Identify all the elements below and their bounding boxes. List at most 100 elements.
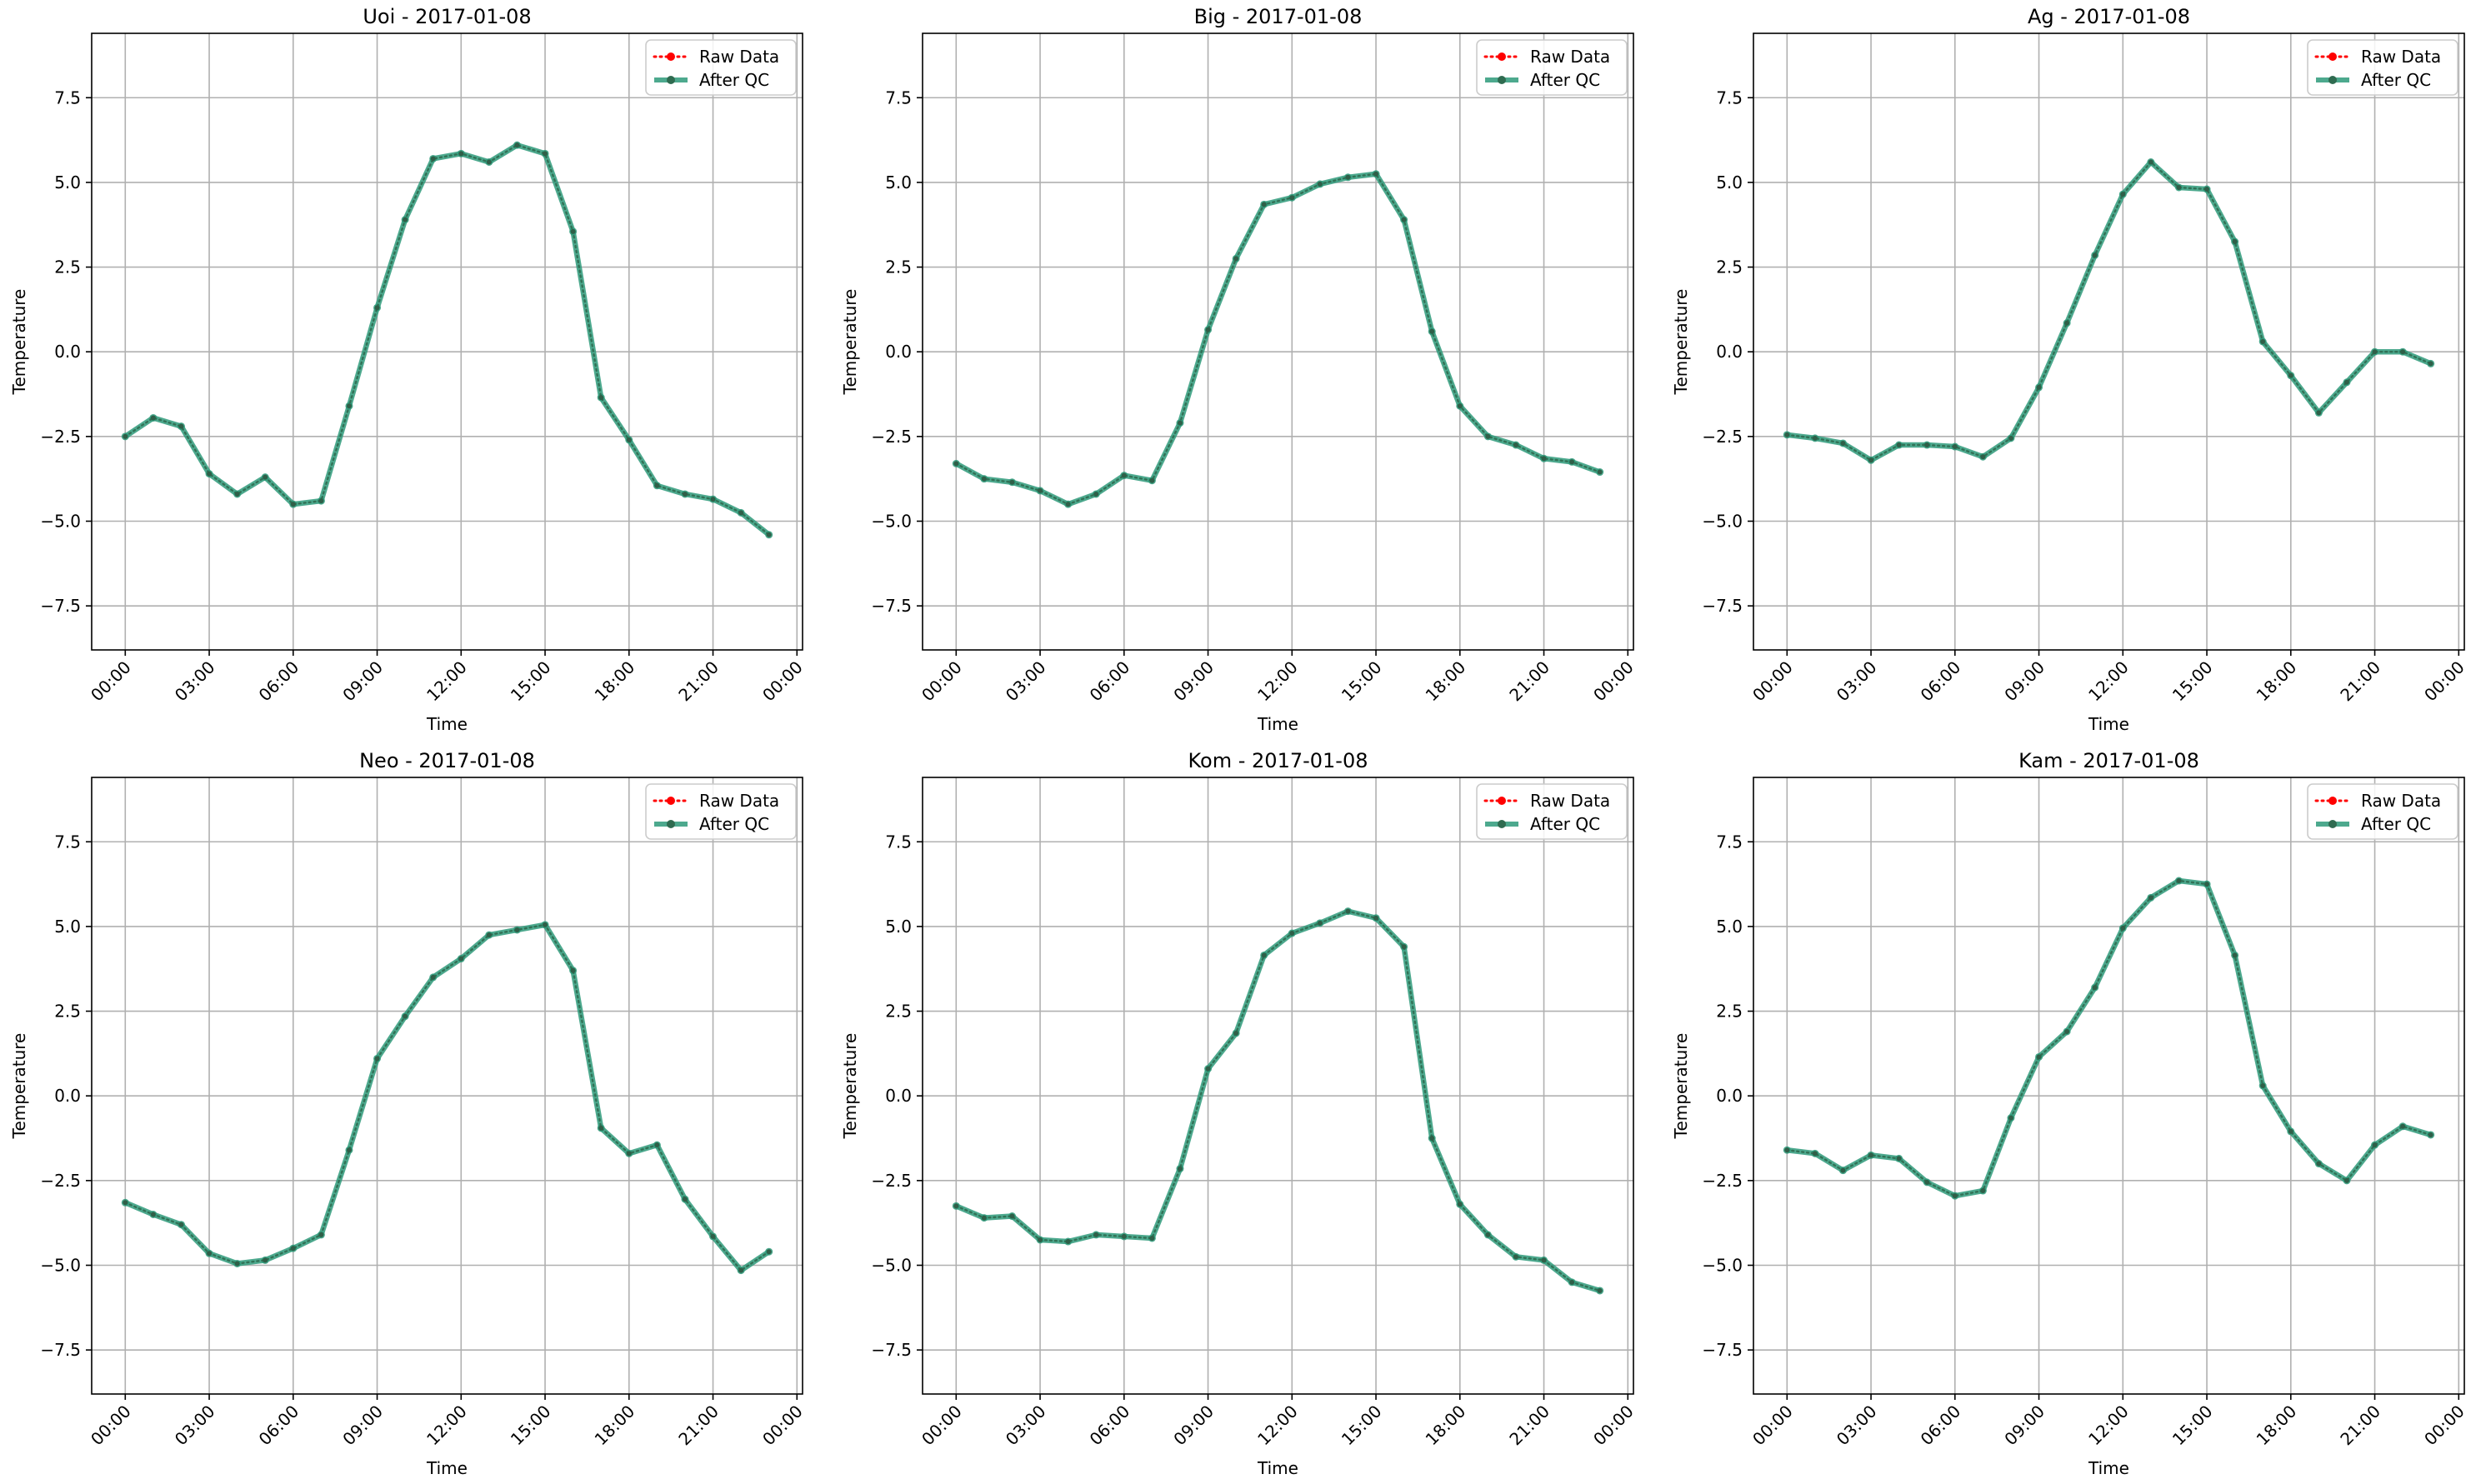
data-point-raw-data bbox=[1569, 459, 1575, 465]
data-point-raw-data bbox=[346, 1147, 352, 1153]
legend-label-raw-data: Raw Data bbox=[2361, 791, 2441, 811]
x-tick-label: 21:00 bbox=[674, 1402, 723, 1450]
series-line-after-qc bbox=[1786, 159, 2432, 463]
data-point-raw-data bbox=[403, 1013, 408, 1019]
data-point-raw-data bbox=[1569, 1279, 1575, 1285]
data-point-raw-data bbox=[1317, 920, 1323, 926]
data-point-raw-data bbox=[486, 932, 492, 938]
data-point-raw-data bbox=[1457, 403, 1463, 409]
data-point-raw-data bbox=[1812, 1151, 1818, 1157]
chart-title: Kom - 2017-01-08 bbox=[1188, 749, 1368, 772]
y-tick-label: −2.5 bbox=[40, 1171, 81, 1191]
data-point-raw-data bbox=[486, 159, 492, 165]
y-tick-label: −2.5 bbox=[40, 427, 81, 447]
data-point-raw-data bbox=[1513, 442, 1518, 448]
x-tick-label: 00:00 bbox=[1748, 657, 1797, 706]
data-point-raw-data bbox=[1597, 1287, 1603, 1293]
data-point-raw-data bbox=[1401, 944, 1407, 950]
data-point-raw-data bbox=[1373, 915, 1379, 921]
data-point-raw-data bbox=[2428, 361, 2433, 367]
x-axis-label: Time bbox=[2088, 714, 2129, 734]
data-point-raw-data bbox=[738, 1267, 744, 1273]
data-point-raw-data bbox=[1038, 1237, 1043, 1242]
legend-marker-after-qc bbox=[667, 820, 675, 828]
data-point-raw-data bbox=[543, 151, 548, 157]
series-line-raw-data bbox=[955, 172, 1601, 506]
y-axis-label: Temperature bbox=[840, 289, 860, 396]
x-tick-label: 18:00 bbox=[1422, 1402, 1470, 1450]
data-point-raw-data bbox=[1177, 1166, 1183, 1172]
x-tick-label: 15:00 bbox=[2168, 657, 2217, 706]
x-axis-label: Time bbox=[426, 714, 468, 734]
legend-marker-raw-data bbox=[1498, 797, 1506, 805]
y-tick-label: 7.5 bbox=[1716, 87, 1743, 107]
y-tick-label: 2.5 bbox=[1716, 1002, 1743, 1022]
legend-marker-after-qc bbox=[2328, 76, 2337, 84]
data-point-raw-data bbox=[1784, 1147, 1790, 1153]
data-point-raw-data bbox=[682, 1197, 688, 1202]
data-point-raw-data bbox=[1924, 1179, 1930, 1185]
y-tick-label: −5.0 bbox=[1702, 511, 1743, 531]
y-axis-label: Temperature bbox=[840, 1033, 860, 1140]
data-point-raw-data bbox=[1896, 1156, 1902, 1162]
data-point-raw-data bbox=[1784, 432, 1790, 437]
data-point-raw-data bbox=[710, 1233, 716, 1239]
y-tick-label: −7.5 bbox=[1702, 1340, 1743, 1360]
data-point-raw-data bbox=[1485, 433, 1491, 439]
axes-frame bbox=[91, 32, 803, 651]
data-point-raw-data bbox=[2316, 410, 2322, 416]
data-point-raw-data bbox=[1065, 502, 1071, 507]
y-axis-label: Temperature bbox=[1671, 289, 1691, 396]
legend-label-after-qc: After QC bbox=[699, 70, 769, 90]
data-point-raw-data bbox=[1065, 1239, 1071, 1245]
x-tick-label: 09:00 bbox=[338, 1402, 387, 1450]
y-tick-label: 0.0 bbox=[885, 1086, 912, 1106]
data-point-raw-data bbox=[1896, 442, 1902, 448]
x-tick-label: 00:00 bbox=[2420, 1402, 2468, 1450]
y-tick-label: −7.5 bbox=[871, 1340, 912, 1360]
data-point-raw-data bbox=[1840, 440, 1846, 446]
data-point-raw-data bbox=[2092, 252, 2098, 258]
x-tick-label: 18:00 bbox=[1422, 657, 1470, 706]
data-point-raw-data bbox=[1373, 171, 1379, 177]
data-point-raw-data bbox=[1345, 908, 1351, 914]
data-point-raw-data bbox=[981, 476, 987, 482]
data-point-raw-data bbox=[346, 403, 352, 409]
y-tick-label: 7.5 bbox=[885, 87, 912, 107]
data-point-raw-data bbox=[234, 1261, 240, 1267]
x-tick-label: 00:00 bbox=[87, 1402, 135, 1450]
x-tick-label: 09:00 bbox=[2000, 657, 2048, 706]
data-point-raw-data bbox=[2260, 1083, 2266, 1088]
subplot-6: 00:00 03:00 06:00 09:00 12:00 15:00 18:00 21:00… bbox=[1671, 749, 2468, 1478]
data-point-raw-data bbox=[1093, 1232, 1099, 1237]
subplot-4: 00:00 03:00 06:00 09:00 12:00 15:00 18:00 21:00… bbox=[9, 749, 807, 1478]
data-point-raw-data bbox=[654, 1142, 660, 1148]
x-tick-label: 18:00 bbox=[591, 657, 639, 706]
y-tick-label: 5.0 bbox=[885, 917, 912, 937]
x-tick-label: 00:00 bbox=[758, 657, 807, 706]
axes-frame bbox=[922, 32, 1634, 651]
data-point-raw-data bbox=[1009, 1213, 1015, 1219]
x-tick-label: 15:00 bbox=[2168, 1402, 2217, 1450]
data-point-raw-data bbox=[458, 151, 464, 157]
chart-title: Ag - 2017-01-08 bbox=[2028, 5, 2190, 28]
data-point-raw-data bbox=[1868, 457, 1874, 463]
data-point-raw-data bbox=[234, 491, 240, 497]
data-point-raw-data bbox=[1233, 256, 1239, 262]
x-tick-label: 00:00 bbox=[2420, 657, 2468, 706]
y-tick-label: −7.5 bbox=[40, 596, 81, 616]
data-point-raw-data bbox=[2064, 1028, 2070, 1034]
chart-title: Uoi - 2017-01-08 bbox=[363, 5, 531, 28]
data-point-raw-data bbox=[1149, 1235, 1155, 1241]
data-point-raw-data bbox=[953, 1203, 959, 1209]
data-point-raw-data bbox=[2148, 895, 2153, 901]
data-point-raw-data bbox=[1457, 1202, 1463, 1207]
data-point-raw-data bbox=[543, 922, 548, 927]
data-point-raw-data bbox=[1038, 487, 1043, 493]
data-point-raw-data bbox=[2400, 1123, 2406, 1129]
x-tick-label: 21:00 bbox=[2336, 1402, 2384, 1450]
data-point-raw-data bbox=[2204, 187, 2210, 192]
data-point-raw-data bbox=[178, 1222, 184, 1227]
x-tick-label: 00:00 bbox=[1589, 1402, 1638, 1450]
data-point-raw-data bbox=[1093, 491, 1099, 497]
